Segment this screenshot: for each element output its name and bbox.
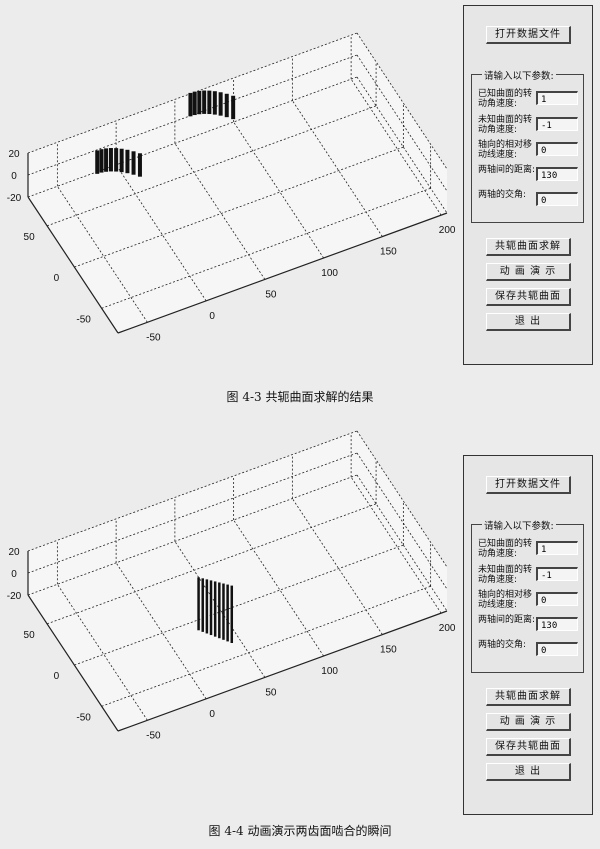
- x-gridline: [57, 186, 148, 323]
- param-input[interactable]: 1: [536, 541, 578, 555]
- x-tick-label: 0: [209, 311, 215, 322]
- control-panel: 打开数据文件 请输入以下参数: 已知曲面的转动角速度: 1 未知曲面的转动角速度: …: [463, 455, 593, 815]
- x-tick-label: 50: [265, 687, 277, 698]
- x-tick-label: 200: [439, 623, 456, 634]
- z-tick-label: 20: [8, 547, 20, 558]
- solve-conjugate-button[interactable]: 共轭曲面求解: [486, 688, 571, 706]
- param-input[interactable]: 0: [536, 592, 578, 606]
- y-tick-label: 50: [24, 232, 36, 243]
- x-gridline: [233, 519, 324, 657]
- z-gridline-wall: [356, 32, 448, 170]
- plot-background: [28, 33, 447, 333]
- save-conjugate-button[interactable]: 保存共轭曲面: [486, 738, 571, 756]
- 3d-plot[interactable]: -50 0 50 100 150 200 -50 0 50 -20 0 20: [0, 398, 460, 778]
- param-label: 两轴间的距离:: [478, 615, 536, 625]
- x-gridline: [350, 78, 442, 216]
- x-gridline: [292, 100, 383, 237]
- tooth-surface: [188, 90, 236, 120]
- exit-button[interactable]: 退 出: [486, 313, 571, 331]
- y-axis: [27, 594, 119, 732]
- z-gridline-wall: [356, 474, 448, 612]
- x-axis: [117, 610, 448, 732]
- save-conjugate-button[interactable]: 保存共轭曲面: [486, 288, 571, 306]
- x-tick-label: 100: [321, 268, 338, 279]
- z-tick-label: 0: [11, 171, 17, 182]
- z-gridline-wall: [356, 452, 448, 590]
- x-tick-label: 150: [380, 247, 397, 258]
- z-tick-label: 0: [11, 569, 17, 580]
- param-label: 已知曲面的转动角速度:: [478, 89, 533, 109]
- y-tick-label: -50: [76, 712, 91, 723]
- y-tick-label: 0: [54, 671, 60, 682]
- x-tick-label: 100: [321, 666, 338, 677]
- z-tick-label: -20: [7, 193, 22, 204]
- param-label: 已知曲面的转动角速度:: [478, 539, 533, 559]
- y-axis: [27, 196, 119, 334]
- x-gridline: [350, 476, 442, 614]
- solve-conjugate-button[interactable]: 共轭曲面求解: [486, 238, 571, 256]
- param-label: 两轴的交角:: [478, 640, 527, 650]
- param-input[interactable]: 1: [536, 91, 578, 105]
- param-input[interactable]: 0: [536, 642, 578, 656]
- group-title: 请输入以下参数:: [482, 68, 556, 82]
- y-tick-label: 0: [54, 273, 60, 284]
- param-label: 轴向的相对移动线速度:: [478, 140, 533, 160]
- parameter-group: 请输入以下参数: 已知曲面的转动角速度: 1 未知曲面的转动角速度: -1 轴向的相对…: [471, 518, 584, 673]
- x-gridline: [292, 498, 383, 635]
- figure-caption: 图 4-4 动画演示两齿面啮合的瞬间: [208, 824, 392, 838]
- x-gridline: [115, 164, 207, 302]
- open-data-file-button[interactable]: 打开数据文件: [486, 476, 571, 494]
- control-panel: 打开数据文件 请输入以下参数: 已知曲面的转动角速度: 1 未知曲面的转动角速度: …: [463, 5, 593, 365]
- z-tick-label: -20: [7, 591, 22, 602]
- z-tick-label: 20: [8, 149, 20, 160]
- y-tick-label: -50: [76, 314, 91, 325]
- x-axis: [117, 212, 448, 334]
- parameter-group: 请输入以下参数: 已知曲面的转动角速度: 1 未知曲面的转动角速度: -1 轴向的相对…: [471, 68, 584, 223]
- x-gridline: [57, 584, 148, 721]
- param-label: 未知曲面的转动角速度:: [478, 565, 533, 585]
- figure-1: -50 0 50 100 150 200 -50 0 50 -20 0 20 打开数据文件 请输入以下参…: [0, 0, 600, 404]
- x-gridline: [174, 143, 266, 280]
- param-input[interactable]: -1: [536, 117, 578, 131]
- param-input[interactable]: -1: [536, 567, 578, 581]
- param-label: 未知曲面的转动角速度:: [478, 115, 533, 135]
- animation-button[interactable]: 动 画 演 示: [486, 713, 571, 731]
- animation-button[interactable]: 动 画 演 示: [486, 263, 571, 281]
- x-tick-label: 0: [209, 709, 215, 720]
- z-gridline-wall: [356, 430, 448, 568]
- param-input[interactable]: 0: [536, 192, 578, 206]
- 3d-plot[interactable]: -50 0 50 100 150 200 -50 0 50 -20 0 20: [0, 0, 460, 380]
- x-tick-label: -50: [146, 730, 161, 741]
- figure-2: -50 0 50 100 150 200 -50 0 50 -20 0 20 打开数据文件 请输入以下参…: [0, 398, 600, 838]
- open-data-file-button[interactable]: 打开数据文件: [486, 26, 571, 44]
- y-tick-label: 50: [24, 630, 36, 641]
- param-input[interactable]: 130: [536, 617, 578, 631]
- param-label: 两轴的交角:: [478, 190, 527, 200]
- param-input[interactable]: 130: [536, 167, 578, 181]
- z-gridline-wall: [356, 76, 448, 214]
- tooth-surface: [197, 577, 234, 643]
- figure-caption: 图 4-3 共轭曲面求解的结果: [226, 390, 374, 404]
- group-title: 请输入以下参数:: [482, 518, 556, 532]
- param-input[interactable]: 0: [536, 142, 578, 156]
- x-gridline: [233, 121, 324, 259]
- plot-background: [28, 431, 447, 731]
- param-label: 两轴间的距离:: [478, 165, 536, 175]
- x-gridline: [115, 562, 207, 700]
- x-tick-label: 150: [380, 645, 397, 656]
- z-gridline-wall: [356, 54, 448, 192]
- tooth-surface: [95, 148, 142, 177]
- param-label: 轴向的相对移动线速度:: [478, 590, 533, 610]
- x-tick-label: -50: [146, 332, 161, 343]
- exit-button[interactable]: 退 出: [486, 763, 571, 781]
- x-tick-label: 200: [439, 225, 456, 236]
- x-tick-label: 50: [265, 289, 277, 300]
